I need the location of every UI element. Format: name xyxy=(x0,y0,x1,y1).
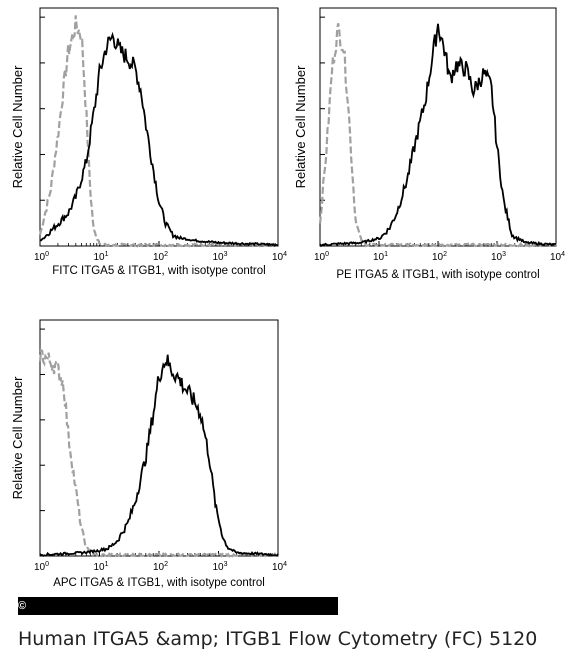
x-tick-label: 103 xyxy=(213,561,228,573)
x-tick-label: 102 xyxy=(432,251,447,263)
plot-frame xyxy=(39,7,279,247)
x-tick-label: 104 xyxy=(550,251,565,263)
isotype-control-series xyxy=(38,348,279,559)
plot-frame xyxy=(39,319,279,557)
x-tick-label: 101 xyxy=(94,251,109,263)
copyright-symbol: © xyxy=(18,600,27,612)
x-tick-label: 104 xyxy=(272,561,287,573)
x-tick-label: 100 xyxy=(34,561,49,573)
x-tick-label: 101 xyxy=(373,251,388,263)
x-tick-label: 102 xyxy=(153,251,168,263)
x-tick-label: 103 xyxy=(491,251,506,263)
histogram-panel-top-right: 100 101 102 103 104 Relative Cell Number PE IT… xyxy=(293,7,565,281)
x-tick-label: 100 xyxy=(314,251,329,263)
x-tick-label: 103 xyxy=(213,251,228,263)
sample-series xyxy=(40,31,279,247)
isotype-control-series xyxy=(38,15,279,248)
sample-series xyxy=(319,23,556,248)
isotype-control-series xyxy=(318,23,557,248)
redaction-bar xyxy=(18,597,338,615)
sample-series xyxy=(39,354,279,557)
x-tick-label: 100 xyxy=(34,251,49,263)
x-axis-label: FITC ITGA5 & ITGB1, with isotype control xyxy=(52,265,265,277)
figure-caption: Human ITGA5 &amp; ITGB1 Flow Cytometry (… xyxy=(18,628,538,650)
x-axis-label: APC ITGA5 & ITGB1, with isotype control xyxy=(53,577,265,589)
x-tick-label: 104 xyxy=(272,251,287,263)
x-tick-label: 102 xyxy=(153,561,168,573)
y-axis-label: Relative Cell Number xyxy=(293,65,308,188)
y-axis-label: Relative Cell Number xyxy=(10,376,25,499)
histogram-panel-top-left: 100 101 102 103 104 Relative Cell Number FITC … xyxy=(10,7,287,277)
histogram-panel-bottom-left: 100 101 102 103 104 Relative Cell Number APC I… xyxy=(10,319,287,589)
y-axis-label: Relative Cell Number xyxy=(10,65,25,188)
x-tick-label: 101 xyxy=(94,561,109,573)
x-axis-label: PE ITGA5 & ITGB1, with isotype control xyxy=(336,269,539,281)
